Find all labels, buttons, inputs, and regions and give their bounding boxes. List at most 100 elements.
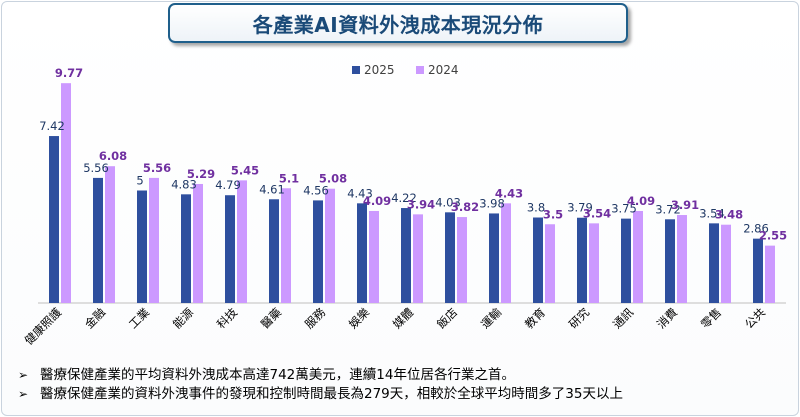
category-label: 健康照護 — [22, 305, 65, 348]
data-label-2025: 4.83 — [171, 177, 197, 191]
data-label-2025: 3.79 — [567, 201, 593, 215]
data-label-2024: 2.55 — [759, 229, 787, 243]
data-label-2025: 4.56 — [303, 183, 329, 197]
category-label: 公共 — [742, 305, 768, 331]
bar-2024 — [369, 210, 379, 303]
bar-2025 — [401, 208, 411, 303]
bar-2024 — [721, 224, 731, 303]
note-row: ➢ 醫療保健產業的資料外洩事件的發現和控制時間最長為279天，相較於全球平均時間… — [18, 385, 798, 404]
data-label-2024: 6.08 — [99, 149, 127, 163]
data-label-2025: 3.75 — [611, 202, 637, 216]
note-row: ➢ 醫療保健產業的平均資料外洩成本高達742萬美元，連續14年位居各行業之首。 — [18, 366, 798, 385]
data-label-2025: 4.79 — [215, 178, 241, 192]
data-label-2024: 4.09 — [627, 194, 655, 208]
data-label-2024: 5.56 — [143, 161, 171, 175]
bar-2025 — [93, 177, 103, 303]
data-label-2024: 5.1 — [279, 171, 299, 185]
bar-2025 — [665, 219, 675, 303]
bar-2025 — [181, 194, 191, 303]
data-label-2025: 4.61 — [259, 182, 285, 196]
bar-2024 — [237, 180, 247, 303]
bar-2024 — [105, 166, 115, 303]
data-label-2025: 3.54 — [699, 206, 725, 220]
data-label-2025: 4.03 — [435, 195, 461, 209]
chart-title: 各產業AI資料外洩成本現況分佈 — [252, 12, 544, 37]
data-label-2025: 2.86 — [743, 222, 769, 236]
bar-2024 — [545, 224, 555, 303]
category-label: 通訊 — [610, 305, 637, 332]
data-label-2024: 3.94 — [407, 197, 435, 211]
data-label-2025: 7.42 — [39, 119, 65, 133]
bar-2024 — [413, 214, 423, 303]
arrow-bullet-icon: ➢ — [18, 387, 29, 401]
category-label: 運輸 — [478, 305, 505, 332]
bar-2024 — [677, 215, 687, 303]
category-label: 飯店 — [434, 305, 460, 331]
data-label-2024: 4.09 — [363, 194, 391, 208]
bar-2024 — [149, 177, 159, 303]
data-label-2024: 3.48 — [715, 208, 743, 222]
bar-2025 — [621, 218, 631, 303]
data-label-2024: 5.08 — [319, 172, 347, 186]
category-label: 教育 — [522, 305, 548, 331]
bar-2024 — [457, 217, 467, 303]
bar-2024 — [193, 183, 203, 303]
bar-2025 — [577, 217, 587, 303]
data-label-2024: 5.29 — [187, 167, 215, 181]
bar-2025 — [269, 199, 279, 303]
data-label-2024: 4.43 — [495, 186, 523, 200]
bar-2025 — [313, 200, 323, 303]
legend-label-2025: 2025 — [364, 63, 395, 77]
category-label: 服務 — [302, 305, 329, 332]
bar-2025 — [533, 217, 543, 303]
data-label-2025: 4.22 — [391, 191, 417, 205]
notes: ➢ 醫療保健產業的平均資料外洩成本高達742萬美元，連續14年位居各行業之首。 … — [18, 366, 798, 404]
legend-label-2024: 2024 — [428, 63, 459, 77]
bar-2024 — [633, 210, 643, 303]
category-label: 醫藥 — [258, 305, 285, 332]
data-label-2025: 5.56 — [83, 161, 109, 175]
bar-2024 — [501, 203, 511, 303]
category-label: 工業 — [126, 305, 153, 332]
data-label-2024: 3.91 — [671, 198, 699, 212]
category-label: 研究 — [566, 305, 593, 332]
bar-2025 — [753, 238, 763, 303]
category-label: 零售 — [698, 305, 724, 331]
category-label: 金融 — [82, 305, 109, 332]
bar-2024 — [589, 223, 599, 303]
title-box: 各產業AI資料外洩成本現況分佈 — [168, 3, 628, 43]
bar-2025 — [225, 195, 235, 303]
bar-2025 — [489, 213, 499, 303]
bar-2025 — [357, 203, 367, 303]
bar-2024 — [281, 188, 291, 303]
category-label: 娛樂 — [346, 305, 373, 332]
data-label-2024: 5.45 — [231, 163, 259, 177]
category-label: 科技 — [214, 305, 241, 332]
data-label-2024: 3.5 — [543, 207, 563, 221]
bar-2025 — [445, 212, 455, 303]
data-label-2025: 3.98 — [479, 196, 505, 210]
data-label-2024: 3.54 — [583, 206, 611, 220]
arrow-bullet-icon: ➢ — [18, 368, 29, 382]
category-label: 媒體 — [390, 305, 416, 331]
data-label-2025: 3.8 — [527, 201, 545, 215]
bar-2024 — [765, 245, 775, 303]
bar-2025 — [709, 223, 719, 303]
note-text: 醫療保健產業的平均資料外洩成本高達742萬美元，連續14年位居各行業之首。 — [40, 367, 515, 383]
bar-2025 — [49, 136, 59, 303]
data-label-2024: 9.77 — [55, 66, 83, 80]
data-label-2025: 4.43 — [347, 186, 373, 200]
data-label-2024: 3.82 — [451, 200, 479, 214]
category-label: 能源 — [170, 305, 197, 332]
bar-2024 — [61, 83, 71, 303]
bar-2024 — [325, 188, 335, 303]
data-label-2025: 3.72 — [655, 202, 681, 216]
data-label-2025: 5 — [136, 174, 143, 188]
legend-swatch-2025 — [352, 66, 360, 74]
category-label: 消費 — [654, 305, 680, 331]
legend-swatch-2024 — [416, 66, 424, 74]
note-text: 醫療保健產業的資料外洩事件的發現和控制時間最長為279天，相較於全球平均時間多了… — [40, 386, 623, 402]
bar-2025 — [137, 190, 147, 303]
